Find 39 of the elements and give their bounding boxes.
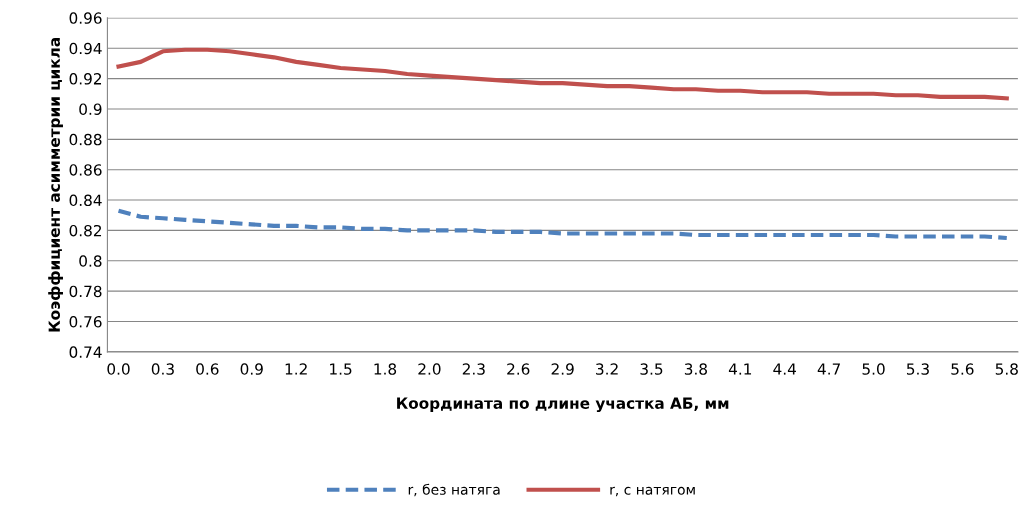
y-tick-label: 0.86 [69, 164, 102, 176]
x-tick-label: 1.2 [285, 363, 307, 375]
y-tick-label: 0.8 [79, 255, 102, 267]
y-tick-label: 0.88 [69, 133, 102, 146]
y-tick-label: 0.96 [69, 12, 102, 24]
x-tick-label: 4.7 [817, 363, 840, 375]
x-tick-label: 2.3 [462, 363, 485, 375]
x-tick-label: 2.6 [507, 363, 530, 375]
x-tick-label: 5.3 [906, 363, 929, 375]
y-axis-title: Коэффициент асимметрии цикла [48, 38, 63, 332]
y-tick-label: 0.92 [69, 73, 102, 85]
x-tick-label: 3.8 [684, 363, 707, 375]
line-series [116, 208, 1009, 241]
x-tick-label: 2.0 [418, 363, 441, 375]
y-tick-label: 0.82 [69, 224, 102, 237]
y-tick-label: 0.94 [69, 42, 102, 55]
x-tick-label: 4.4 [773, 363, 797, 375]
x-tick-label: 5.8 [995, 363, 1018, 375]
x-tick-label: 5.0 [862, 363, 885, 375]
x-tick-label: 1.5 [330, 363, 352, 375]
x-tick-label: 2.9 [551, 363, 574, 375]
legend-label: r, с натягом [610, 486, 695, 497]
y-tick-label: 0.78 [69, 285, 102, 298]
y-tick-label: 0.9 [79, 103, 102, 115]
legend-label: r, без натяга [408, 483, 500, 497]
x-tick-label: 1.8 [374, 363, 397, 375]
x-tick-label: 3.2 [596, 363, 618, 375]
x-tick-label: 0.0 [107, 363, 130, 375]
line-series [116, 47, 1009, 101]
x-axis-title: Координата по длине участка АБ, мм [397, 397, 729, 413]
y-tick-label: 0.76 [69, 316, 102, 328]
x-tick-label: 0.9 [240, 363, 263, 375]
x-tick-label: 5.6 [951, 363, 974, 375]
x-tick-label: 4.1 [728, 363, 752, 375]
x-tick-label: 3.5 [640, 363, 663, 375]
x-tick-label: 0.3 [151, 363, 174, 375]
y-tick-label: 0.84 [69, 194, 102, 207]
y-tick-label: 0.74 [69, 346, 102, 358]
x-tick-label: 0.6 [196, 363, 219, 375]
